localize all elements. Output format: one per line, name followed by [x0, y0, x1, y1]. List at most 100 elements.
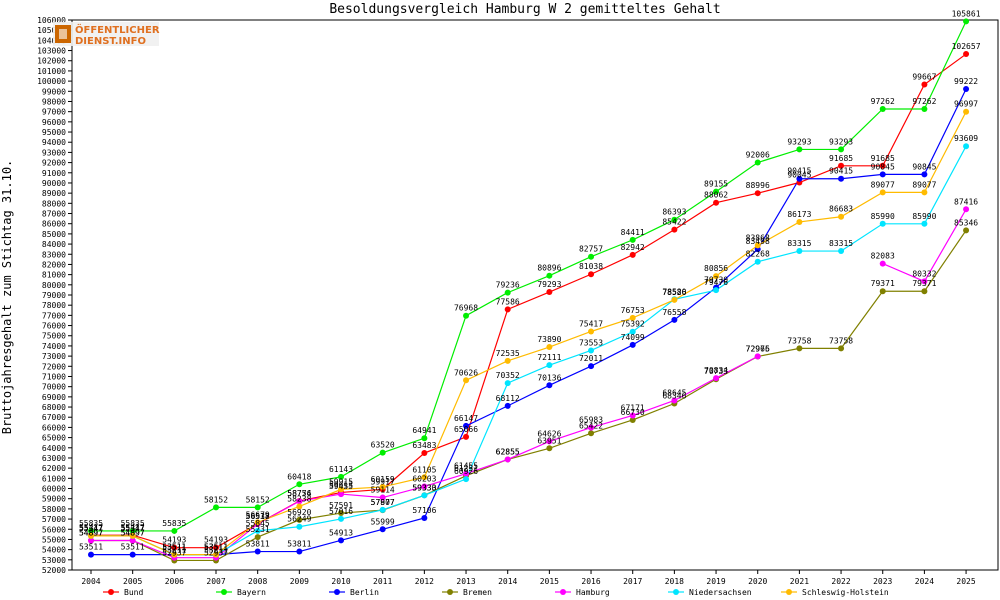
data-label: 89077 — [871, 180, 895, 189]
data-label: 88996 — [746, 181, 770, 190]
legend-marker — [673, 589, 679, 595]
data-point — [838, 162, 845, 169]
x-tick-label: 2004 — [81, 577, 100, 586]
data-point — [379, 494, 386, 501]
y-tick-label: 56000 — [42, 525, 66, 534]
data-label: 63520 — [371, 441, 395, 450]
legend-label: Niedersachsen — [689, 588, 752, 597]
data-label: 66730 — [621, 408, 645, 417]
series-line-berlin — [91, 88, 967, 556]
data-label: 59613 — [329, 480, 353, 489]
data-label: 70626 — [454, 368, 478, 377]
data-label: 79371 — [871, 279, 895, 288]
data-label: 53511 — [79, 543, 103, 552]
x-tick-label: 2005 — [123, 577, 142, 586]
data-point — [88, 551, 94, 558]
y-tick-label: 64000 — [42, 444, 66, 453]
data-point — [296, 481, 303, 488]
data-label: 77586 — [496, 297, 520, 306]
data-point — [129, 551, 136, 558]
data-label: 58754 — [287, 489, 311, 498]
data-label: 55417 — [79, 523, 103, 532]
data-label: 52937 — [204, 548, 228, 557]
data-label: 61143 — [329, 465, 353, 474]
x-tick-label: 2020 — [748, 577, 767, 586]
data-label: 65422 — [579, 421, 603, 430]
data-label: 85990 — [871, 212, 895, 221]
x-tick-label: 2012 — [415, 577, 434, 586]
data-point — [546, 362, 553, 369]
data-label: 57877 — [371, 498, 395, 507]
data-label: 59114 — [371, 486, 395, 495]
data-label: 91685 — [871, 154, 895, 163]
data-point — [754, 190, 761, 197]
legend-marker — [560, 589, 566, 595]
data-point — [629, 341, 636, 348]
data-label: 97262 — [912, 97, 936, 106]
data-label: 53511 — [162, 543, 186, 552]
y-tick-label: 96000 — [42, 118, 66, 127]
data-label: 55417 — [121, 523, 145, 532]
y-tick-label: 95000 — [42, 128, 66, 137]
data-label: 56538 — [246, 512, 270, 521]
data-label: 79236 — [496, 281, 520, 290]
data-point — [838, 345, 845, 352]
y-tick-label: 53000 — [42, 556, 66, 565]
data-label: 79476 — [704, 278, 728, 287]
y-tick-label: 80000 — [42, 281, 66, 290]
logo-line-2: DIENST.INFO — [75, 36, 146, 47]
data-point — [963, 206, 970, 213]
series-line-bayern — [91, 21, 967, 532]
data-label: 76753 — [621, 306, 645, 315]
y-tick-label: 65000 — [42, 434, 66, 443]
data-label: 55231 — [246, 525, 270, 534]
data-label: 93609 — [954, 134, 978, 143]
y-tick-label: 89000 — [42, 189, 66, 198]
data-point — [421, 474, 428, 481]
data-point — [338, 537, 345, 544]
data-label: 53511 — [204, 543, 228, 552]
data-label: 54913 — [329, 528, 353, 537]
data-point — [713, 273, 720, 280]
data-label: 75417 — [579, 319, 603, 328]
data-label: 68645 — [662, 388, 686, 397]
data-label: 82083 — [871, 252, 895, 261]
y-tick-label: 92000 — [42, 159, 66, 168]
data-point — [421, 450, 428, 457]
data-point — [213, 551, 220, 558]
data-label: 70834 — [704, 366, 728, 375]
data-label: 72535 — [496, 349, 520, 358]
data-label: 56517 — [246, 512, 270, 521]
data-point — [796, 345, 803, 352]
data-label: 58776 — [287, 489, 311, 498]
data-label: 86393 — [662, 208, 686, 217]
y-tick-label: 59000 — [42, 495, 66, 504]
data-label: 70733 — [704, 367, 728, 376]
y-tick-label: 66000 — [42, 423, 66, 432]
data-point — [963, 227, 970, 234]
data-point — [338, 515, 345, 522]
y-tick-label: 67000 — [42, 413, 66, 422]
data-label: 59333 — [412, 483, 436, 492]
y-tick-label: 102000 — [37, 57, 66, 66]
data-label: 59455 — [329, 482, 353, 491]
data-point — [129, 527, 136, 534]
data-label: 53811 — [287, 540, 311, 549]
data-point — [463, 377, 470, 384]
data-label: 89077 — [912, 180, 936, 189]
data-point — [421, 435, 428, 442]
data-point — [546, 382, 553, 389]
y-tick-label: 84000 — [42, 240, 66, 249]
logo-emblem-inner — [59, 29, 67, 39]
data-point — [88, 527, 94, 534]
y-tick-label: 93000 — [42, 148, 66, 157]
x-tick-label: 2025 — [956, 577, 975, 586]
data-point — [671, 316, 678, 323]
data-point — [838, 175, 845, 182]
data-label: 62855 — [496, 447, 520, 456]
legend-label: Hamburg — [576, 588, 610, 597]
data-label: 96997 — [954, 100, 978, 109]
data-point — [213, 504, 220, 511]
data-label: 55845 — [246, 519, 270, 528]
y-tick-label: 105000 — [37, 26, 66, 35]
